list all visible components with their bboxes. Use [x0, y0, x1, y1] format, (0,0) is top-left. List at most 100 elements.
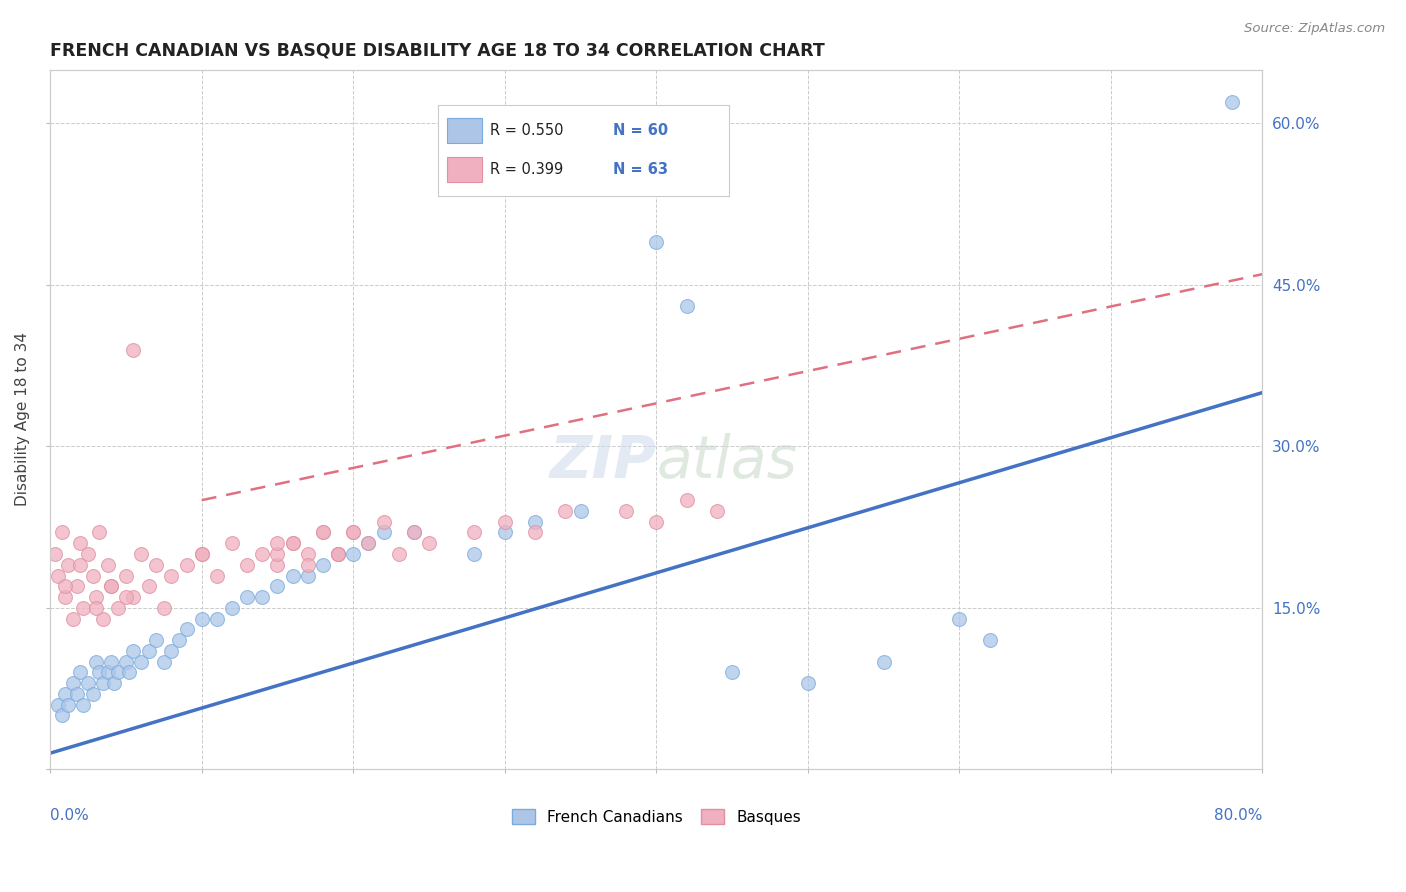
Point — [236, 590, 259, 604]
Point — [190, 612, 212, 626]
Point — [51, 708, 73, 723]
Point — [100, 579, 122, 593]
Point — [312, 558, 335, 572]
Point — [97, 665, 120, 680]
Point — [82, 568, 104, 582]
Point — [62, 676, 84, 690]
Point — [58, 558, 80, 572]
Point — [205, 568, 228, 582]
Point — [797, 676, 820, 690]
Point — [297, 547, 319, 561]
Text: FRENCH CANADIAN VS BASQUE DISABILITY AGE 18 TO 34 CORRELATION CHART: FRENCH CANADIAN VS BASQUE DISABILITY AGE… — [51, 42, 825, 60]
Point — [100, 655, 122, 669]
Point — [122, 590, 145, 604]
Point — [357, 536, 380, 550]
Point — [44, 547, 66, 561]
Point — [721, 665, 744, 680]
Point — [326, 547, 349, 561]
Point — [107, 600, 129, 615]
Point — [645, 515, 668, 529]
Point — [58, 698, 80, 712]
Point — [266, 547, 288, 561]
Text: 80.0%: 80.0% — [1215, 808, 1263, 823]
Point — [160, 644, 183, 658]
Point — [281, 536, 304, 550]
Point — [129, 655, 152, 669]
Point — [675, 300, 697, 314]
Point — [87, 665, 110, 680]
Point — [91, 676, 114, 690]
Point — [72, 698, 94, 712]
Point — [160, 568, 183, 582]
Point — [84, 590, 107, 604]
Point — [53, 579, 76, 593]
Point — [281, 568, 304, 582]
Point — [77, 676, 100, 690]
Point — [373, 515, 395, 529]
Point — [103, 676, 125, 690]
Text: atlas: atlas — [657, 433, 797, 490]
Point — [84, 655, 107, 669]
Point — [176, 558, 198, 572]
Point — [342, 525, 364, 540]
Point — [221, 600, 243, 615]
Point — [342, 525, 364, 540]
Point — [72, 600, 94, 615]
Point — [524, 515, 547, 529]
Point — [145, 633, 167, 648]
Point — [645, 235, 668, 249]
Point — [373, 525, 395, 540]
Point — [91, 612, 114, 626]
Point — [418, 536, 440, 550]
Point — [979, 633, 1001, 648]
Point — [51, 525, 73, 540]
Point — [463, 525, 485, 540]
Point — [266, 536, 288, 550]
Point — [1220, 95, 1243, 109]
Point — [326, 547, 349, 561]
Point — [948, 612, 970, 626]
Point — [463, 547, 485, 561]
Point — [236, 558, 259, 572]
Point — [69, 665, 91, 680]
Point — [388, 547, 411, 561]
Point — [77, 547, 100, 561]
Point — [266, 579, 288, 593]
Point — [281, 536, 304, 550]
Point — [66, 579, 89, 593]
Point — [326, 547, 349, 561]
Point — [115, 590, 138, 604]
Point — [115, 655, 138, 669]
Point — [62, 612, 84, 626]
Point — [297, 568, 319, 582]
Point — [53, 590, 76, 604]
Point — [167, 633, 190, 648]
Point — [614, 504, 637, 518]
Point — [221, 536, 243, 550]
Point — [402, 525, 425, 540]
Point — [152, 655, 174, 669]
Point — [872, 655, 894, 669]
Point — [53, 687, 76, 701]
Text: 0.0%: 0.0% — [51, 808, 89, 823]
Point — [152, 600, 174, 615]
Point — [190, 547, 212, 561]
Point — [266, 558, 288, 572]
Point — [84, 600, 107, 615]
Point — [138, 579, 160, 593]
Point — [297, 558, 319, 572]
Point — [69, 558, 91, 572]
Point — [69, 536, 91, 550]
Point — [252, 547, 274, 561]
Point — [524, 525, 547, 540]
Point — [312, 525, 335, 540]
Point — [190, 547, 212, 561]
Text: ZIP: ZIP — [550, 433, 657, 490]
Point — [66, 687, 89, 701]
Point — [357, 536, 380, 550]
Point — [97, 558, 120, 572]
Point — [100, 579, 122, 593]
Point — [46, 568, 69, 582]
Legend: French Canadians, Basques: French Canadians, Basques — [512, 809, 801, 824]
Point — [494, 525, 516, 540]
